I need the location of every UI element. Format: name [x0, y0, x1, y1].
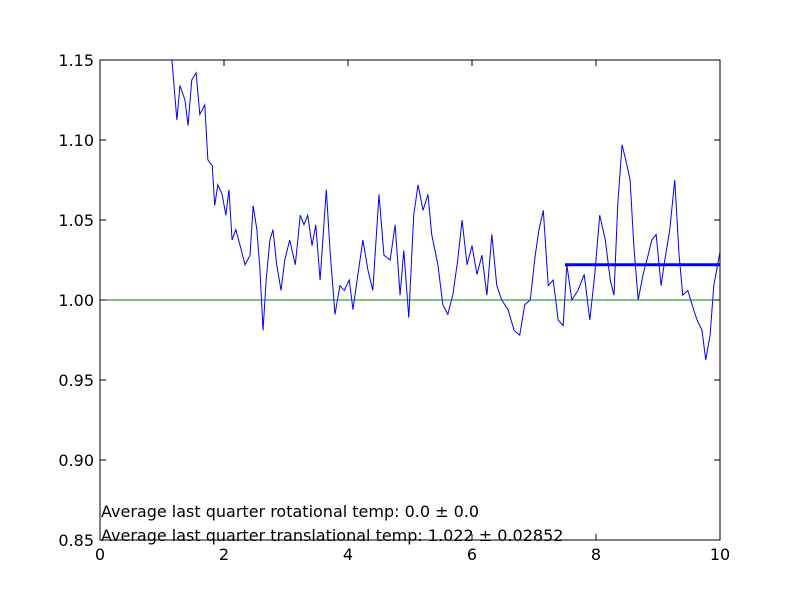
- plot-area: [100, 60, 720, 361]
- x-tick-label: 4: [343, 545, 353, 564]
- x-tick-label: 10: [710, 545, 730, 564]
- y-tick-label: 0.95: [58, 371, 94, 390]
- x-tick-label: 6: [467, 545, 477, 564]
- y-tick-label: 1.00: [58, 291, 94, 310]
- y-tick-label: 0.85: [58, 531, 94, 550]
- x-tick-label: 2: [219, 545, 229, 564]
- data-line: [171, 60, 720, 361]
- x-tick-label: 8: [591, 545, 601, 564]
- y-tick-label: 0.90: [58, 451, 94, 470]
- annotation: Average last quarter rotational temp: 0.…: [101, 502, 479, 521]
- y-tick-label: 1.15: [58, 51, 94, 70]
- annotation: Average last quarter translational temp:…: [101, 526, 563, 545]
- y-tick-label: 1.05: [58, 211, 94, 230]
- y-tick-label: 1.10: [58, 131, 94, 150]
- x-tick-label: 0: [95, 545, 105, 564]
